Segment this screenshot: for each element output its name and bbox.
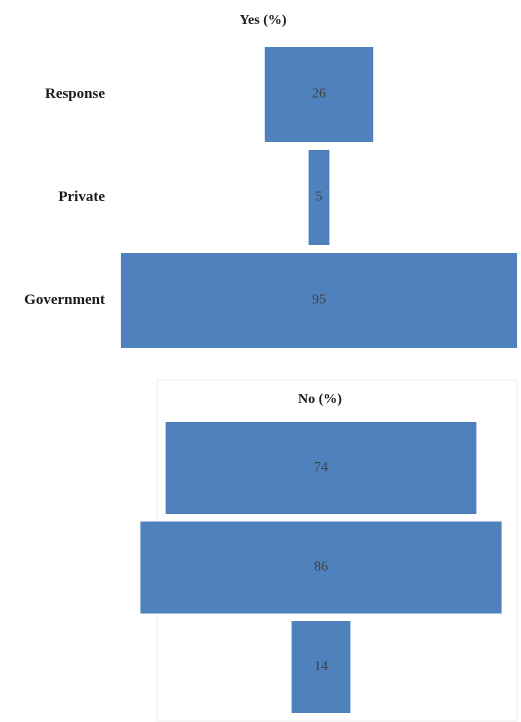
category-label: Response bbox=[45, 86, 105, 102]
funnel-bar bbox=[308, 150, 330, 245]
value-label: 14 bbox=[314, 659, 328, 674]
chart-title: No (%) bbox=[298, 392, 342, 407]
value-label: 86 bbox=[314, 560, 328, 575]
value-label: 74 bbox=[314, 460, 328, 475]
funnel-bar bbox=[140, 521, 502, 614]
funnel-bar bbox=[120, 253, 518, 348]
value-label: 95 bbox=[312, 293, 326, 308]
funnel-bar bbox=[264, 47, 374, 142]
funnel-bar bbox=[291, 621, 351, 713]
category-label: Government bbox=[24, 292, 105, 308]
chart-title: Yes (%) bbox=[239, 13, 286, 28]
value-label: 26 bbox=[312, 87, 326, 102]
category-label: Private bbox=[58, 189, 105, 205]
value-label: 5 bbox=[316, 190, 323, 205]
funnel-bar bbox=[165, 422, 477, 514]
